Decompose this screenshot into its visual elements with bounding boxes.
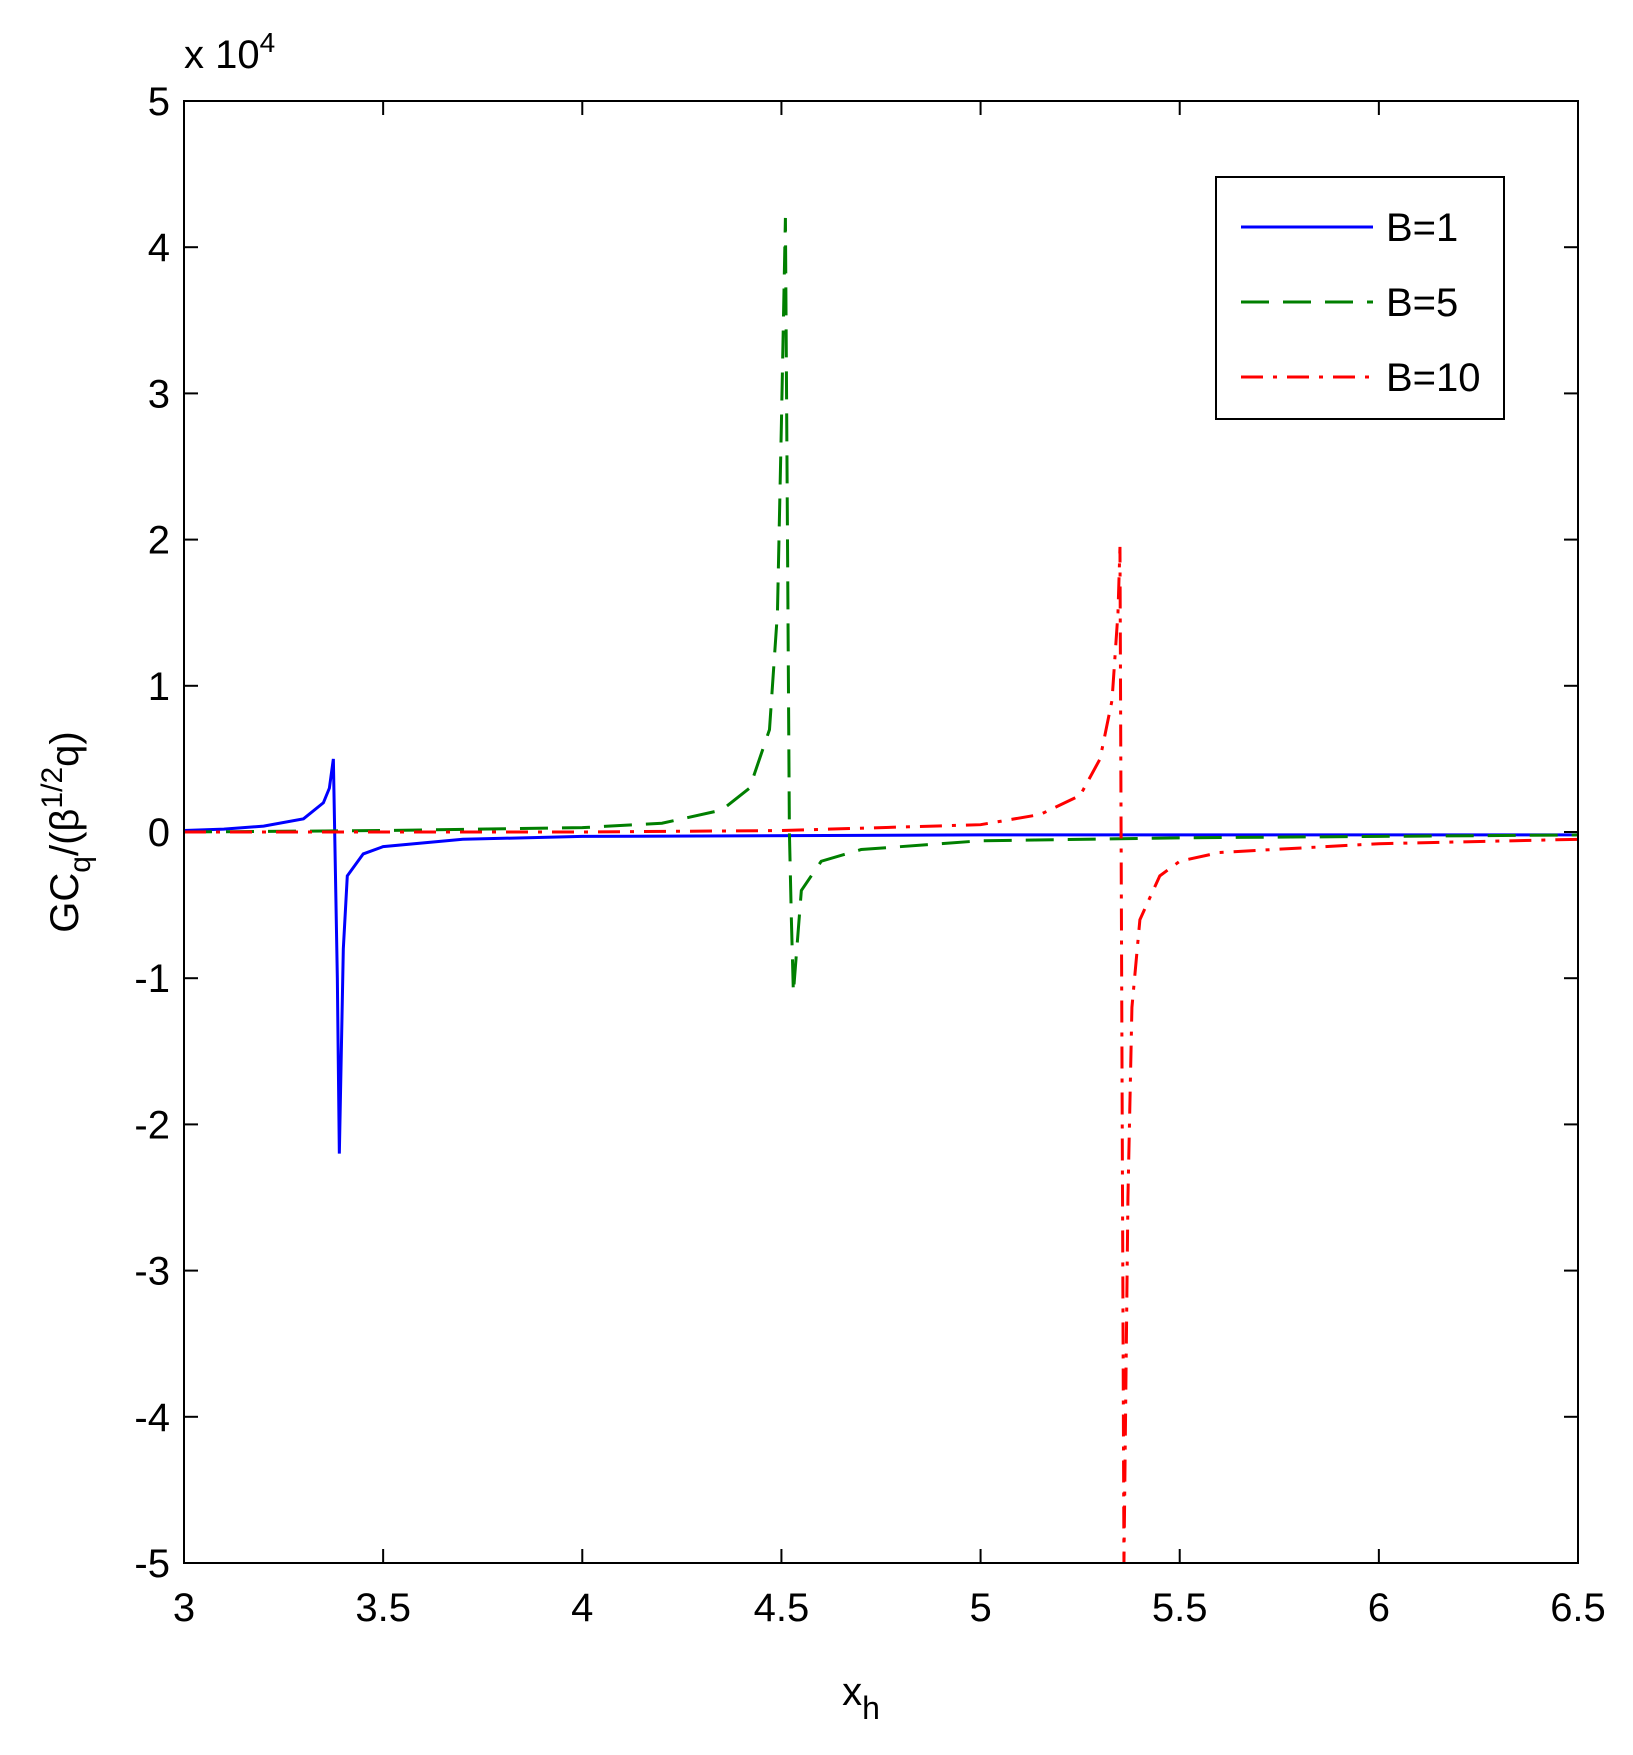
series-line: [184, 758, 1578, 1154]
y-tick-label: -4: [134, 1396, 170, 1440]
y-label-part: q): [43, 731, 87, 767]
y-tick-label: -1: [134, 957, 170, 1001]
y-axis-label: GCq/(β1/2q): [36, 731, 97, 932]
y-tick-label: -3: [134, 1250, 170, 1294]
y-tick-label: -2: [134, 1103, 170, 1147]
x-tick-label: 5.5: [1152, 1586, 1208, 1630]
x-tick-label: 5: [969, 1586, 991, 1630]
y-tick-label: 3: [148, 372, 170, 416]
legend-label: B=10: [1386, 356, 1481, 400]
x-label-sub: h: [862, 1690, 880, 1726]
y-multiplier: x 104: [184, 27, 275, 77]
y-tick-label: 0: [148, 811, 170, 855]
x-tick-label: 3: [173, 1586, 195, 1630]
y-tick-label: 4: [148, 226, 170, 270]
x-tick-label: 3.5: [355, 1586, 411, 1630]
series-line: [184, 217, 1578, 993]
series-line: [184, 546, 1578, 1563]
x-tick-label: 6: [1368, 1586, 1390, 1630]
multiplier-exponent: 4: [260, 27, 276, 58]
x-tick-label: 4.5: [754, 1586, 810, 1630]
x-label-base: x: [842, 1670, 862, 1714]
y-tick-label: 1: [148, 665, 170, 709]
x-axis-label: xh: [842, 1670, 880, 1726]
y-tick-label: -5: [134, 1542, 170, 1586]
plot-frame: [183, 100, 1579, 1564]
y-tick-label: 5: [148, 80, 170, 124]
y-label-sub: q: [64, 856, 97, 873]
multiplier-base: x 10: [184, 33, 260, 77]
legend-label: B=5: [1386, 281, 1458, 325]
x-tick-label: 4: [571, 1586, 593, 1630]
x-tick-label: 6.5: [1550, 1586, 1606, 1630]
y-tick-label: 2: [148, 519, 170, 563]
legend-label: B=1: [1386, 206, 1458, 250]
y-label-part: GC: [43, 873, 87, 933]
legend-box: [1215, 176, 1505, 420]
y-label-sup: 1/2: [36, 767, 69, 809]
y-label-part: /(β: [43, 809, 87, 856]
